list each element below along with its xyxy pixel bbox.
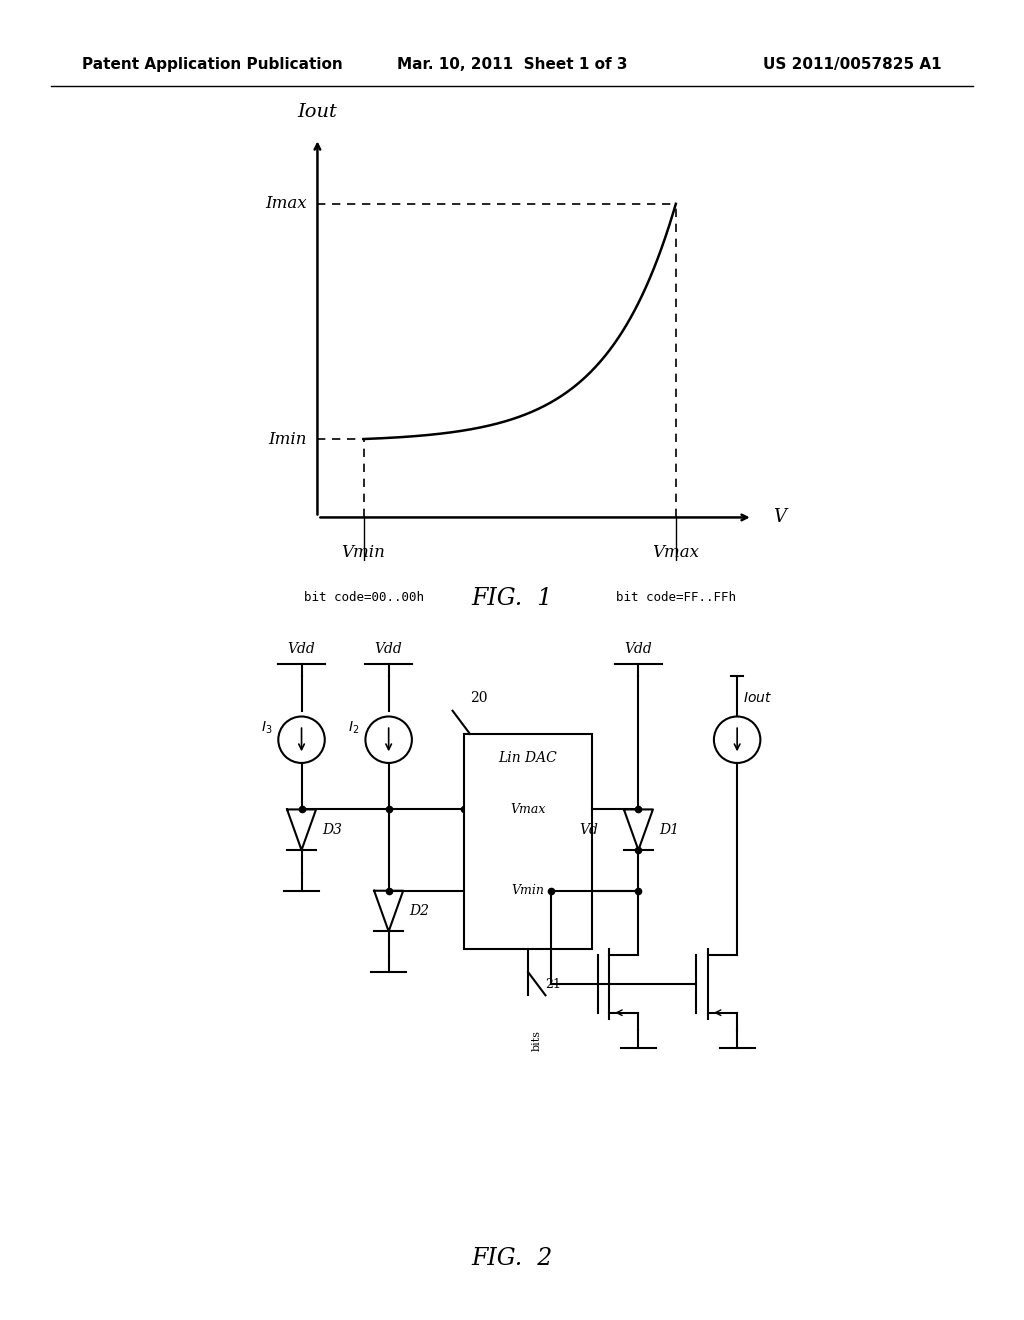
Text: Vmin: Vmin [342,544,385,561]
Text: D3: D3 [322,822,342,837]
Text: Vd: Vd [579,822,598,837]
Text: Imin: Imin [268,430,307,447]
Text: D1: D1 [658,822,679,837]
Text: Mar. 10, 2011  Sheet 1 of 3: Mar. 10, 2011 Sheet 1 of 3 [396,57,628,73]
Text: Imax: Imax [265,195,307,213]
Text: Vdd: Vdd [375,642,402,656]
Text: Iout: Iout [298,103,337,121]
Text: bits: bits [531,1030,542,1051]
Text: bit code=00..00h: bit code=00..00h [303,591,424,605]
Text: bit code=FF..FFh: bit code=FF..FFh [615,591,736,605]
Bar [464,734,592,949]
Text: $I_2$: $I_2$ [348,719,359,737]
Text: Vdd: Vdd [625,642,652,656]
Text: US 2011/0057825 A1: US 2011/0057825 A1 [764,57,942,73]
Text: D2: D2 [409,904,429,919]
Text: 21: 21 [546,978,561,991]
Text: Lin DAC: Lin DAC [499,751,557,766]
Text: $I_3$: $I_3$ [261,719,272,737]
Text: Patent Application Publication: Patent Application Publication [82,57,343,73]
Text: $Iout$: $Iout$ [743,690,772,705]
Text: 20: 20 [470,690,487,705]
Text: Vmax: Vmax [652,544,699,561]
Text: Vmax: Vmax [510,803,546,816]
Text: V: V [773,508,786,527]
Text: FIG.  2: FIG. 2 [471,1247,553,1270]
Text: Vdd: Vdd [288,642,315,656]
Text: FIG.  1: FIG. 1 [471,587,553,610]
Text: Vmin: Vmin [512,884,545,898]
